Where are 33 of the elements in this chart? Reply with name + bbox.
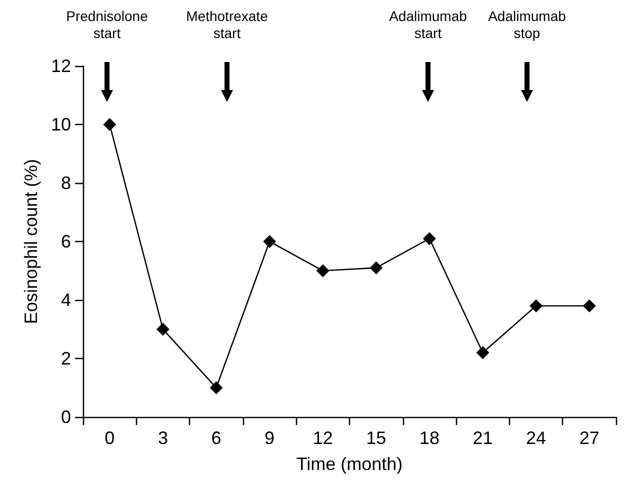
x-tick-label: 27: [579, 428, 600, 448]
point: [156, 322, 170, 336]
point: [476, 346, 490, 360]
point: [210, 381, 223, 394]
x-tick-label: 24: [526, 428, 546, 448]
point: [582, 299, 596, 312]
text: Adalimumab stop: [488, 8, 566, 42]
text: Adalimumab start: [389, 8, 467, 42]
x-tick-label: 18: [419, 428, 440, 448]
x-tick-label: 6: [211, 428, 222, 448]
x-axis-title: Time (month): [296, 454, 403, 474]
y-tick-label: 10: [50, 114, 71, 134]
x-tick-label: 9: [264, 428, 275, 448]
point: [370, 261, 383, 274]
y-tick-label: 12: [50, 56, 71, 76]
y-tick-label: 0: [60, 407, 71, 427]
point: [422, 232, 436, 246]
x-tick-label: 15: [366, 428, 386, 448]
x-tick-label: 0: [104, 428, 115, 448]
x-tick-label: 12: [312, 428, 333, 448]
text: Methotrexate start: [186, 8, 268, 42]
y-tick-label: 2: [60, 348, 71, 368]
point: [103, 118, 116, 131]
point: [316, 264, 330, 278]
point: [530, 299, 543, 312]
text: Prednisolone start: [66, 8, 148, 42]
y-tick-label: 6: [60, 232, 71, 252]
y-tick-label: 8: [60, 173, 71, 193]
point: [263, 235, 276, 248]
y-tick-label: 4: [60, 290, 71, 310]
y-axis-title: Eosinophil count (%): [21, 158, 42, 324]
x-tick-label: 3: [158, 428, 168, 448]
x-tick-label: 21: [472, 428, 493, 448]
